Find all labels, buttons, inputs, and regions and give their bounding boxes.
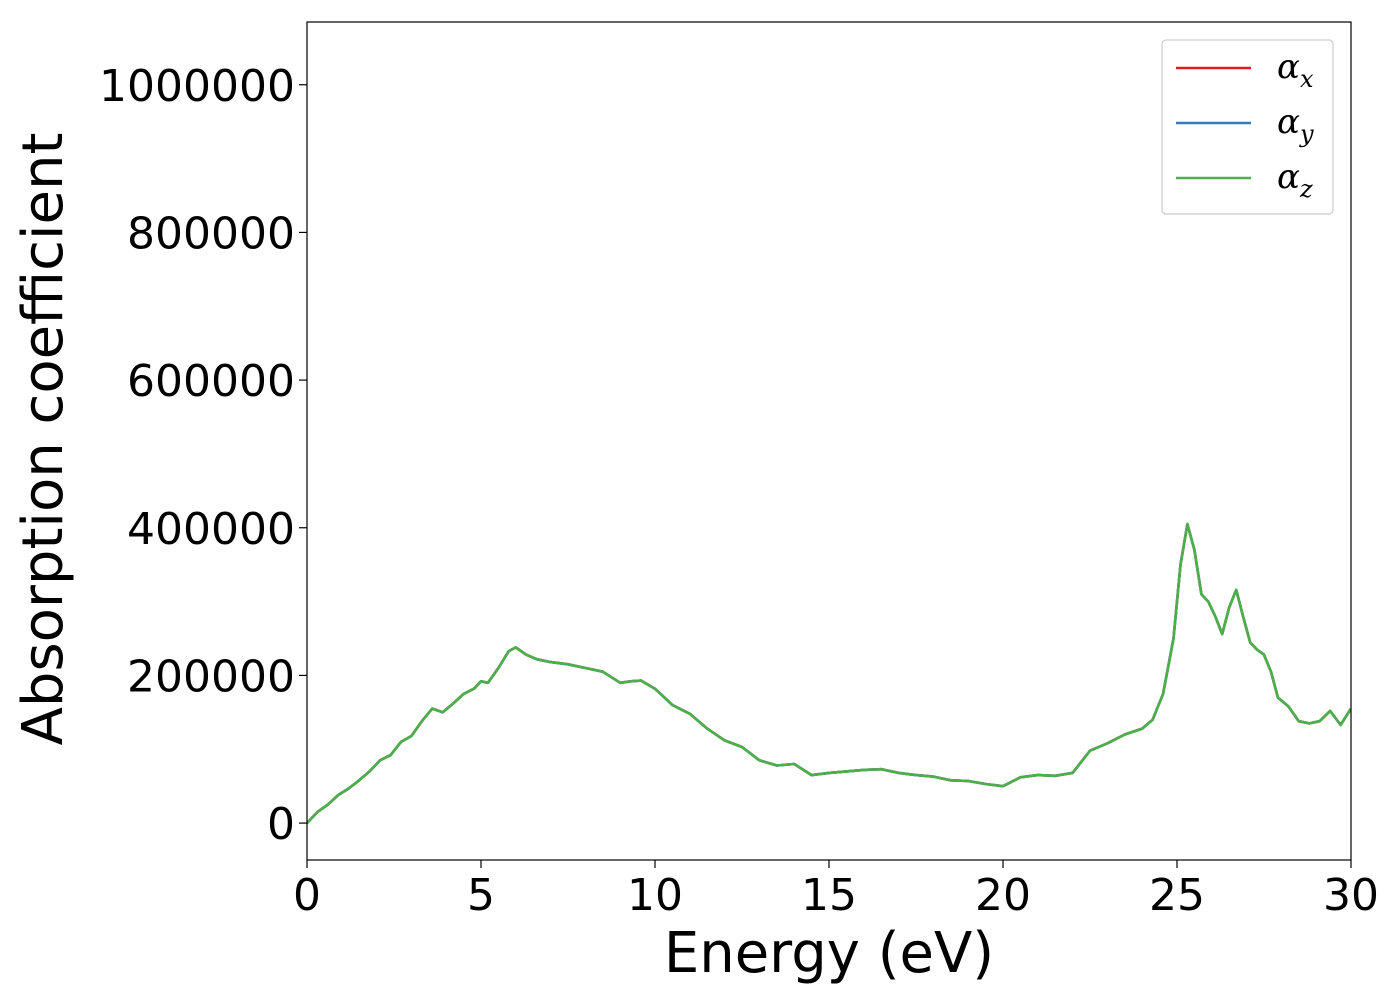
x-tick-label: 5 <box>467 870 495 921</box>
x-tick-label: 15 <box>801 870 857 921</box>
x-tick-label: 0 <box>293 870 321 921</box>
legend-label-x: αx <box>1277 47 1314 93</box>
x-tick-label: 25 <box>1149 870 1205 921</box>
legend: αx αy αz <box>1161 39 1334 215</box>
series-layer <box>307 522 1351 824</box>
y-tick-label: 0 <box>267 799 295 850</box>
series-line-y <box>307 522 1351 824</box>
legend-label-z: αz <box>1277 157 1313 203</box>
x-tick-label: 30 <box>1323 870 1379 921</box>
x-axis-ticks: 0 5 10 15 20 25 30 <box>293 860 1379 921</box>
y-tick-label: 800000 <box>127 208 295 259</box>
y-tick-label: 200000 <box>127 651 295 702</box>
y-axis-ticks: 0 200000 400000 600000 800000 1000000 <box>99 61 307 850</box>
x-axis-label: Energy (eV) <box>664 921 994 986</box>
y-tick-label: 1000000 <box>99 61 295 112</box>
y-axis-label: Absorption coefficient <box>11 133 76 746</box>
legend-label-y: αy <box>1277 102 1314 148</box>
series-line-z <box>307 522 1351 824</box>
legend-box <box>1161 39 1334 215</box>
x-tick-label: 20 <box>975 870 1031 921</box>
y-tick-label: 600000 <box>127 356 295 407</box>
series-line-x <box>307 522 1351 824</box>
y-tick-label: 400000 <box>127 504 295 555</box>
x-tick-label: 10 <box>627 870 683 921</box>
